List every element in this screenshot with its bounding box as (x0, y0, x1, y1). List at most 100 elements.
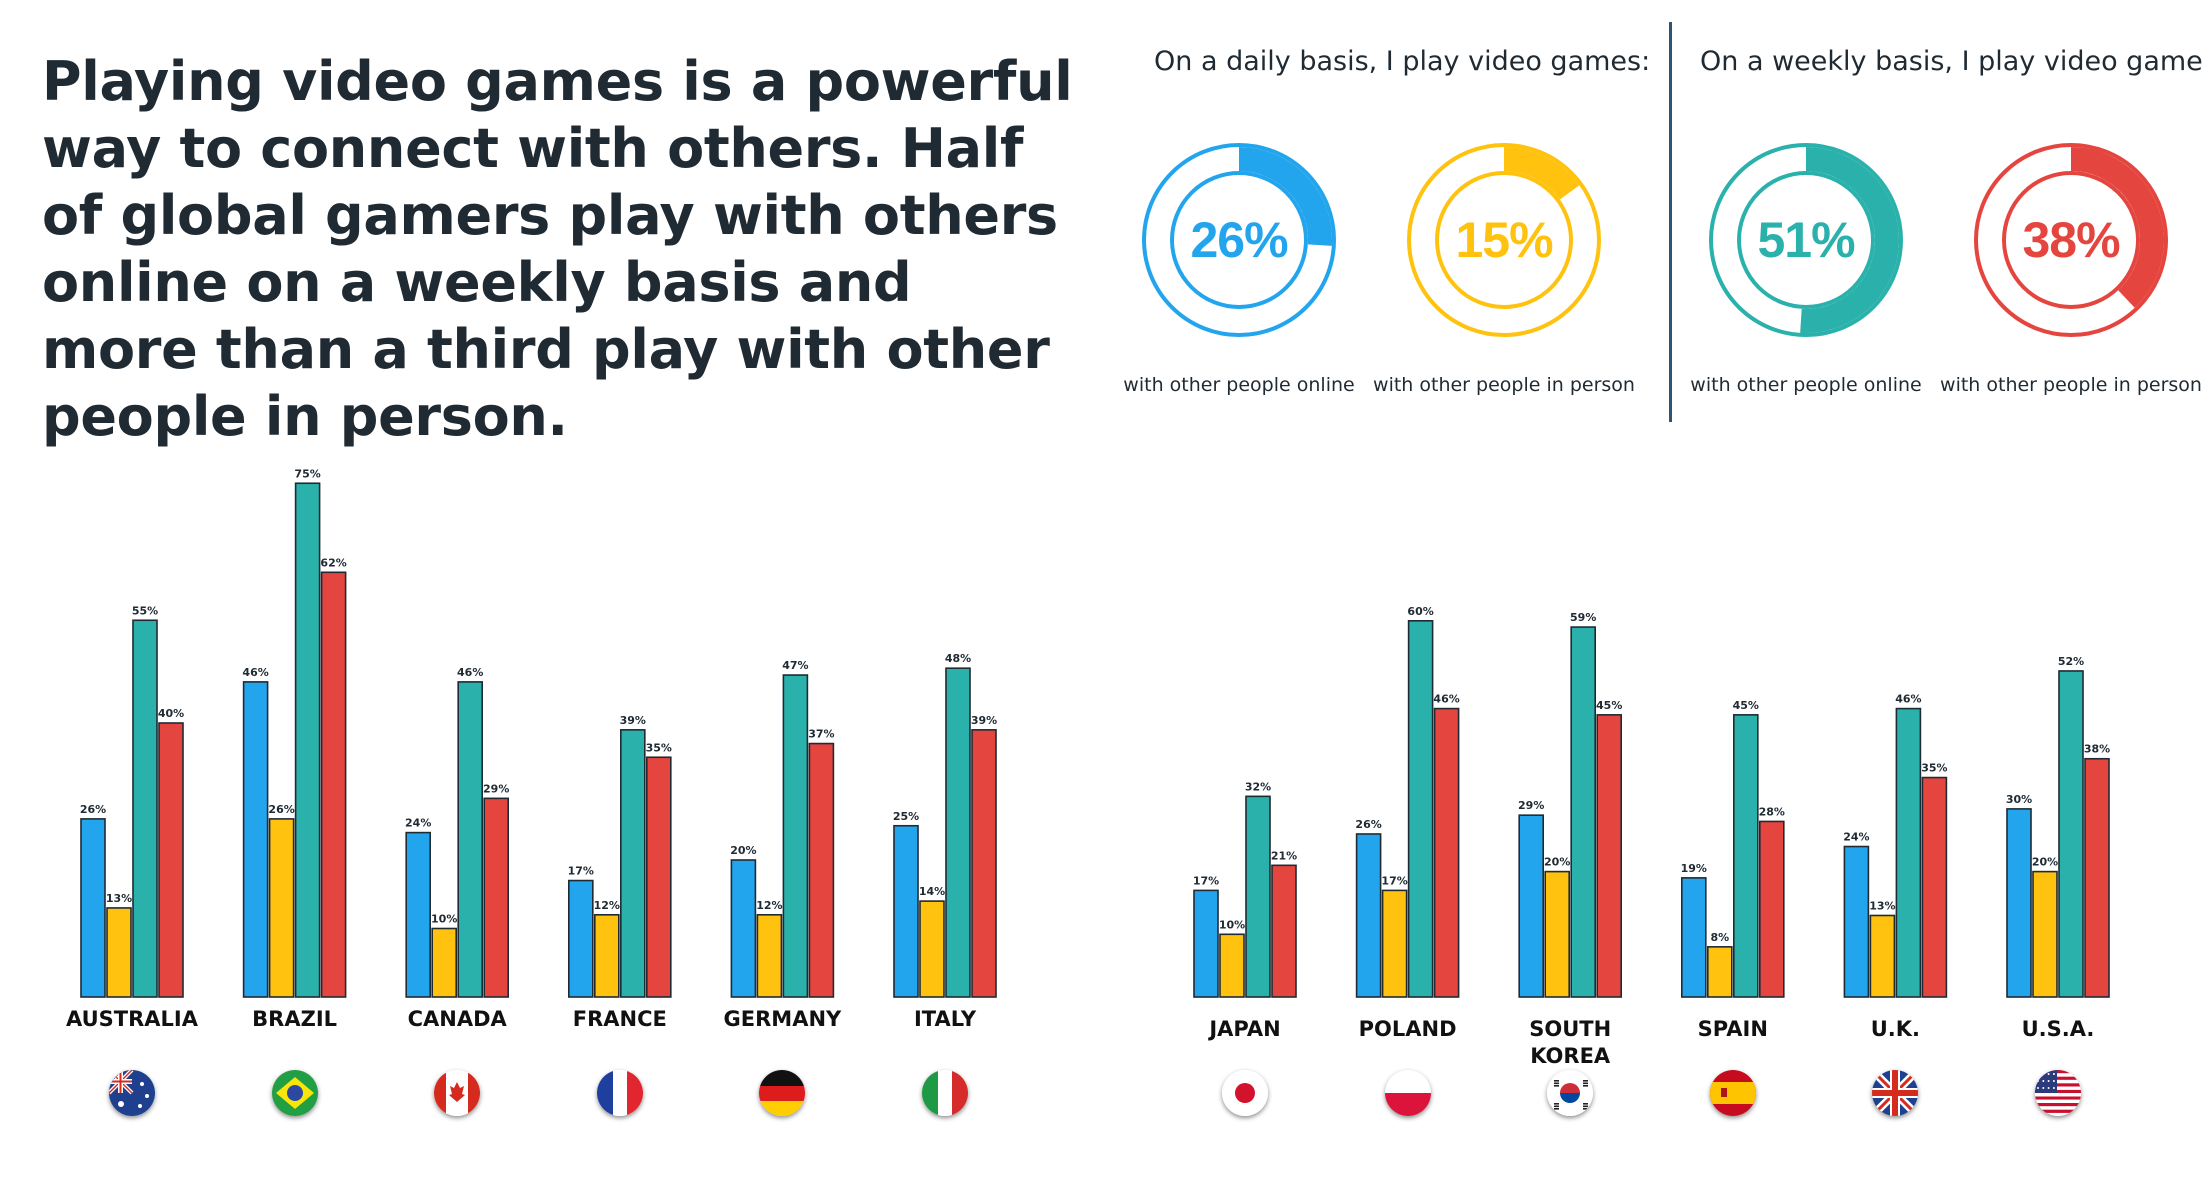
category-label: U.S.A. (2022, 1017, 2095, 1041)
bar-value-label: 10% (1219, 918, 1245, 931)
bar-value-label: 12% (594, 899, 620, 912)
category-label: SOUTH (1529, 1017, 1611, 1041)
bar-australia-series-1 (80, 818, 106, 998)
bar-value-label: 45% (1596, 699, 1622, 712)
donut-percent-label: 51% (1757, 212, 1855, 268)
donut-caption: with other people online (1690, 374, 1922, 396)
bar-australia-series-2 (106, 907, 132, 998)
bar-poland-series-1 (1355, 833, 1382, 998)
donut-fill-arc (1238, 147, 1332, 246)
weekly-donut-online: 51% (1706, 140, 1906, 344)
category-label: ITALY (914, 1007, 977, 1031)
bar-value-label: 24% (1843, 831, 1869, 844)
bar-value-label: 17% (1381, 874, 1407, 887)
bar-value-label: 20% (1544, 856, 1570, 869)
bar-brazil-series-1 (242, 681, 269, 998)
bar-value-label: 26% (1355, 818, 1381, 831)
bar-south-korea-series-2 (1544, 870, 1570, 998)
bar-value-label: 12% (756, 899, 782, 912)
bar-u-k--series-4 (1921, 776, 1948, 998)
bar-value-label: 62% (320, 556, 346, 569)
bar-italy-series-3 (945, 667, 971, 998)
daily-donut-in-person: 15% (1404, 140, 1604, 344)
bar-value-label: 55% (132, 604, 158, 617)
bar-u-k--series-3 (1895, 707, 1922, 998)
bar-value-label: 48% (945, 652, 971, 665)
bar-germany-series-3 (782, 674, 809, 998)
bar-value-label: 24% (405, 817, 431, 830)
bar-italy-series-2 (919, 900, 945, 998)
bar-japan-series-4 (1271, 864, 1297, 998)
bar-south-korea-series-3 (1570, 626, 1596, 998)
bar-germany-series-2 (756, 913, 783, 998)
bar-spain-series-1 (1681, 877, 1707, 998)
bar-value-label: 38% (2084, 743, 2110, 756)
bar-value-label: 29% (483, 782, 509, 795)
bar-france-series-4 (645, 756, 672, 998)
bar-value-label: 14% (919, 885, 945, 898)
category-label: U.K. (1871, 1017, 1920, 1041)
bar-brazil-series-2 (268, 818, 295, 998)
bar-value-label: 19% (1681, 862, 1707, 875)
bar-canada-series-3 (457, 681, 484, 998)
bar-value-label: 46% (242, 666, 268, 679)
bar-france-series-1 (567, 879, 594, 998)
bar-south-korea-series-1 (1518, 814, 1544, 998)
bar-value-label: 17% (568, 865, 594, 878)
bar-south-korea-series-4 (1596, 714, 1622, 998)
bar-brazil-series-4 (320, 571, 347, 998)
bar-value-label: 35% (1921, 762, 1947, 775)
donut-fill-arc (1503, 147, 1580, 200)
bar-value-label: 47% (782, 659, 808, 672)
bar-value-label: 28% (1759, 805, 1785, 818)
category-label: SPAIN (1698, 1017, 1768, 1041)
headline: Playing video games is a powerful way to… (42, 50, 1073, 448)
bar-spain-series-4 (1759, 820, 1785, 998)
poland-flag (1384, 1070, 1431, 1116)
bar-japan-series-1 (1193, 889, 1219, 998)
bar-value-label: 25% (893, 810, 919, 823)
daily-donut-online: 26% (1139, 140, 1339, 344)
donut-caption: with other people in person (1940, 374, 2202, 396)
france-flag (596, 1070, 643, 1116)
category-label: GERMANY (724, 1007, 842, 1031)
bar-value-label: 45% (1733, 699, 1759, 712)
italy-flag (922, 1070, 968, 1116)
category-label: POLAND (1359, 1017, 1457, 1041)
spain-flag (1709, 1070, 1756, 1116)
donut-fill-arc (1800, 147, 1899, 333)
bar-canada-series-4 (483, 797, 510, 998)
bar-poland-series-3 (1407, 619, 1434, 998)
bar-value-label: 52% (2058, 655, 2084, 668)
bar-poland-series-2 (1381, 889, 1408, 998)
donut-percent-label: 26% (1190, 212, 1288, 268)
category-label: AUSTRALIA (66, 1007, 199, 1031)
bar-value-label: 21% (1271, 849, 1297, 862)
bar-value-label: 46% (1895, 693, 1921, 706)
bar-chart-left: 26% 13% 55% 40% AUSTRALIA 46% 26% 75% 62% BRAZIL 2… (66, 467, 997, 1031)
bar-value-label: 40% (158, 707, 184, 720)
donut-fill-arc (2070, 147, 2164, 308)
bar-brazil-series-3 (294, 482, 321, 998)
bar-value-label: 46% (1433, 693, 1459, 706)
bar-value-label: 20% (2032, 856, 2058, 869)
bar-u-s-a--series-1 (2006, 808, 2032, 998)
bar-value-label: 39% (971, 714, 997, 727)
bar-value-label: 13% (106, 892, 132, 905)
brazil-flag (271, 1070, 318, 1116)
donut-percent-label: 15% (1455, 212, 1553, 268)
bar-spain-series-3 (1733, 714, 1759, 998)
bar-value-label: 17% (1193, 874, 1219, 887)
donut-caption: with other people online (1123, 374, 1355, 396)
bar-value-label: 29% (1518, 799, 1544, 812)
bar-germany-series-1 (730, 859, 757, 998)
bar-value-label: 13% (1869, 899, 1895, 912)
category-label: FRANCE (573, 1007, 667, 1031)
section-divider (1669, 22, 1672, 422)
bar-value-label: 35% (646, 741, 672, 754)
bar-u-s-a--series-2 (2032, 870, 2058, 998)
canada-flag (434, 1070, 481, 1116)
category-label: KOREA (1530, 1044, 1611, 1068)
bar-japan-series-3 (1245, 795, 1271, 998)
bar-value-label: 75% (294, 467, 320, 480)
